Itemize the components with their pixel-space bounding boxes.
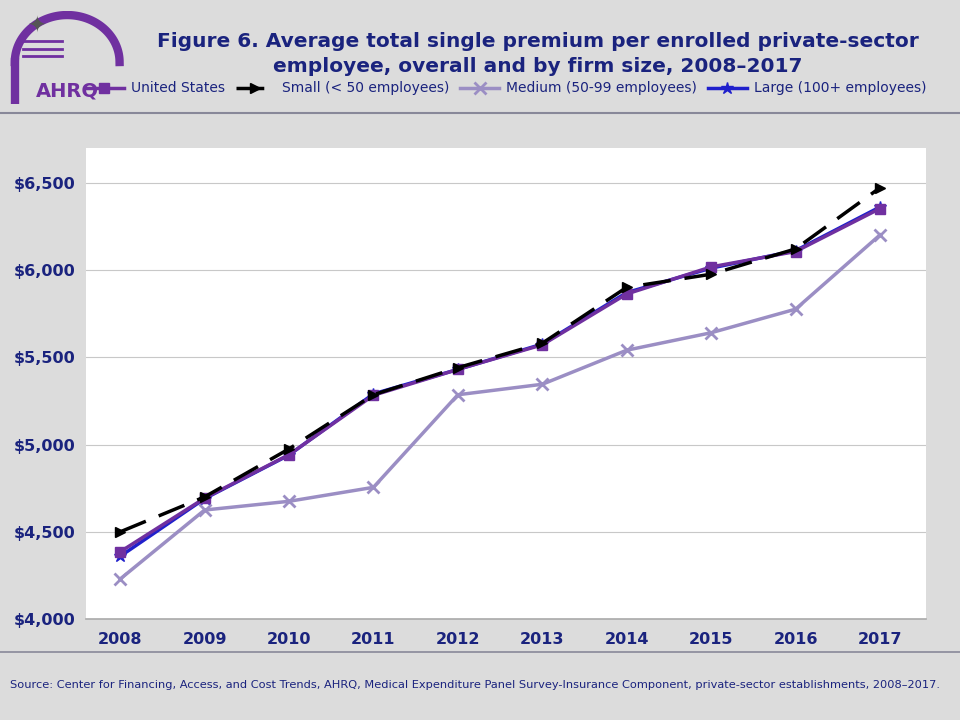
Text: ✦: ✦ (27, 17, 45, 37)
Legend: United States, Small (< 50 employees), Medium (50-99 employees), Large (100+ emp: United States, Small (< 50 employees), M… (84, 81, 926, 96)
Text: AHRQ: AHRQ (36, 81, 99, 100)
Text: Source: Center for Financing, Access, and Cost Trends, AHRQ, Medical Expenditure: Source: Center for Financing, Access, an… (10, 680, 940, 690)
Text: Figure 6. Average total single premium per enrolled private-sector
employee, ove: Figure 6. Average total single premium p… (156, 32, 919, 76)
